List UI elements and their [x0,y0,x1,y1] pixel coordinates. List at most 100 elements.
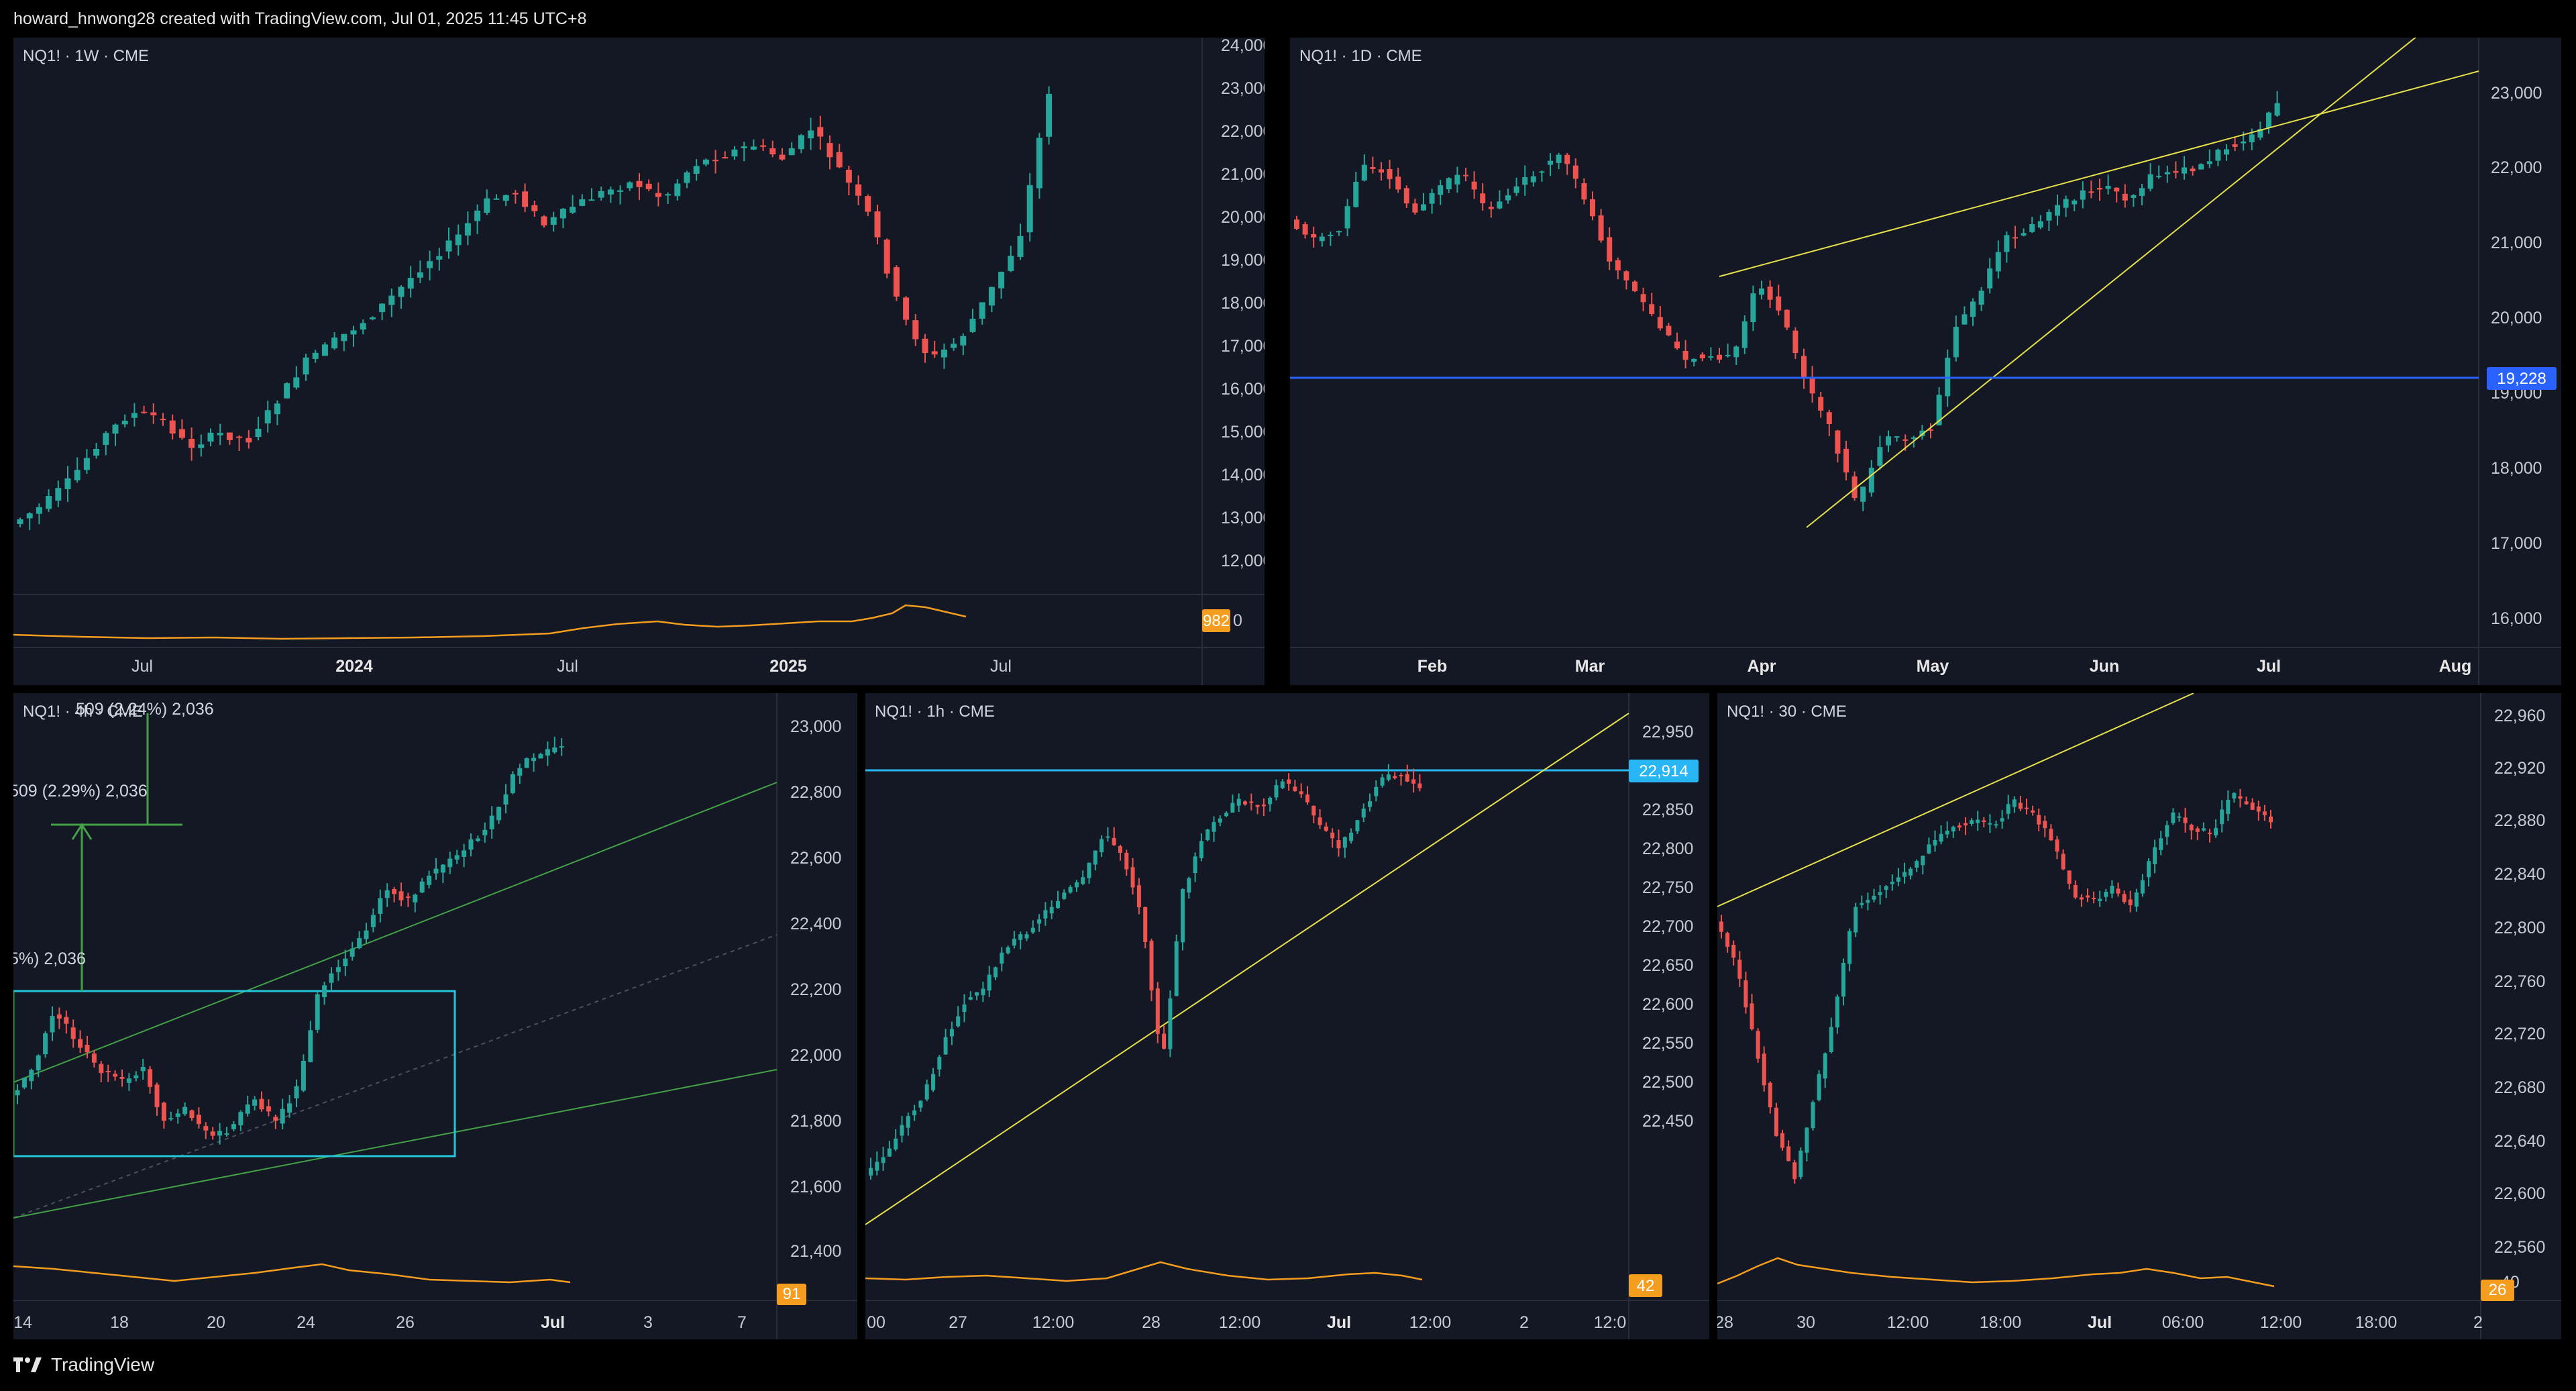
weekly-candle [464,223,471,236]
h1-candle [1287,779,1291,784]
price-tick: 22,650 [1642,956,1693,975]
m30-candle [2250,802,2255,810]
price-tick: 23,000 [790,717,841,736]
m30-candle [2073,884,2078,898]
footer-bar: TradingView [0,1342,2576,1391]
h1-candle [1355,820,1360,831]
time-label: 2025 [769,657,807,676]
m30-candle [1945,830,1949,835]
daily-candle [2029,224,2035,232]
daily-candle [2021,233,2027,236]
price-tick: 22,800 [790,783,841,802]
weekly-candle [26,513,33,519]
weekly-candle [93,449,100,456]
weekly-candle [674,183,681,197]
h1-candle [1043,910,1048,919]
attribution-text: howard_hnwong28 created with TradingView… [13,9,587,28]
price-tick: 21,000 [1221,165,1265,184]
weekly-candle [998,272,1005,289]
h1-candle [1274,785,1279,798]
daily-candle [2232,144,2238,147]
volume-line [1717,1257,2275,1288]
m30-candle [1866,900,1870,903]
4h-chart-canvas[interactable]: 23,000 22,800 22,600 22,400 22,200 22,000 21,8… [13,693,857,1339]
h1-candle [1349,832,1354,841]
m30-candle [1743,980,1748,1008]
price-tick: 22,800 [1642,839,1693,858]
daily-candle [1995,252,2001,272]
brand-logo[interactable]: TradingView [13,1354,154,1376]
price-tick: 20,000 [2491,309,2542,327]
chart-panel-1h[interactable]: NQ1! · 1h · CME 22,95022,90022,85022,800… [865,693,1709,1339]
chart-panel-30m[interactable]: NQ1! · 30 · CME 22,960 22,920 22,880 22,840… [1717,693,2561,1339]
h4-candle [140,1067,146,1072]
weekly-candle [331,338,338,349]
time-label: Jul [2088,1313,2112,1332]
weekly-candle [217,433,223,435]
time-label: 12:0 [1594,1313,1627,1332]
weekly-candle [702,159,709,165]
h1-candle [1056,900,1060,909]
daily-candle [1759,288,1764,295]
h4-candle [475,838,480,841]
h4-candle [440,864,445,873]
price-tick: 22,000 [2491,158,2542,177]
weekly-candle [922,338,928,354]
weekly-candle [341,333,347,342]
h4-candle [392,888,397,894]
price-tick: 22,840 [2494,865,2545,884]
weekly-candle [960,336,967,346]
weekly-candle [769,148,776,155]
m30-candle [2238,796,2243,799]
weekly-candle [617,190,624,192]
weekly-candle [398,287,405,297]
daily-candle [1708,356,1714,358]
daily-candle [1801,356,1807,378]
daily-candle [1590,199,1595,217]
weekly-candle [760,145,767,147]
m30-candle [1921,856,1925,866]
h4-candle [259,1098,264,1110]
attribution-bar: howard_hnwong28 created with TradingView… [0,0,2576,38]
30m-chart-canvas[interactable]: 22,960 22,920 22,880 22,840 22,800 22,760 22,7… [1717,693,2561,1339]
daily-candle [1379,169,1384,173]
4h-candles [15,737,564,1145]
weekly-candle [883,240,890,274]
chart-panel-daily[interactable]: NQ1! · 1D · CME 23,000 22,000 21,000 20,000… [1290,38,2561,685]
weekly-candle [1017,236,1024,257]
time-label: Jul [1327,1313,1351,1332]
weekly-candle [570,207,576,213]
m30-candle [2220,809,2224,825]
h1-candle [1318,817,1322,825]
m30-candle [2183,817,2188,823]
weekly-candle [407,278,414,289]
daily-candle [2037,221,2043,228]
daily-candle [1319,236,1325,242]
m30-candle [2128,899,2133,905]
h1-candle [1342,837,1347,848]
daily-chart-canvas[interactable]: 23,00022,00021,00020,00019,00018,00017,0… [1290,38,2561,685]
h1-candle [1168,998,1173,1049]
weekly-candle [979,302,985,319]
time-label: 18:00 [1980,1313,2022,1332]
h1-candle [1212,822,1216,832]
upper-trendline [1717,693,2194,907]
1h-chart-canvas[interactable]: 22,95022,90022,85022,80022,75022,70022,6… [865,693,1709,1339]
weekly-candle [512,193,519,195]
h4-candle [217,1131,223,1136]
daily-candle [1767,287,1773,300]
h4-candle [378,898,383,914]
weekly-candle [798,135,804,150]
weekly-chart-canvas[interactable]: 24,000 23,000 22,000 21,000 20,000 19,000 18,0… [13,38,1265,685]
h1-candle [1162,1033,1167,1049]
weekly-candle [731,149,738,157]
chart-panel-weekly[interactable]: NQ1! · 1W · CME 24,000 23,000 22,000 21,000… [13,38,1265,685]
weekly-candle [255,428,262,437]
weekly-candle [178,429,185,438]
chart-panel-4h[interactable]: NQ1! · 4h · CME 23,000 22,800 22,600 22,400… [13,693,857,1339]
h1-candle [956,1016,961,1027]
h4-candle [182,1106,188,1115]
m30-candle [2256,806,2261,812]
m30-candle [2262,811,2267,815]
daily-candle [1548,160,1553,165]
